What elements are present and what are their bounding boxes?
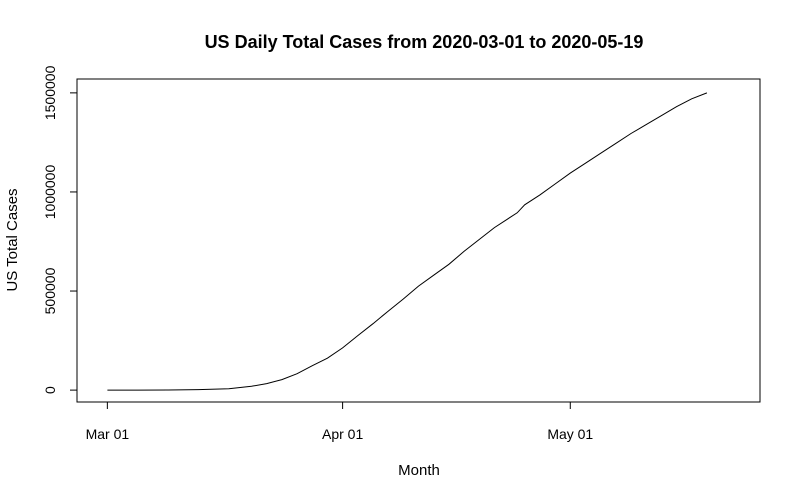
y-tick-label: 500000: [42, 267, 58, 314]
y-tick-label: 0: [42, 386, 58, 394]
y-tick-label: 1000000: [42, 165, 58, 220]
plot-frame: [76, 78, 761, 403]
x-tick-label: Apr 01: [322, 426, 363, 442]
x-axis: Mar 01 Apr 01 May 01: [86, 402, 593, 442]
y-tick-label: 1500000: [42, 65, 58, 120]
x-axis-label: Month: [398, 462, 440, 479]
chart-title: US Daily Total Cases from 2020-03-01 to …: [205, 32, 644, 52]
x-tick-label: Mar 01: [86, 426, 130, 442]
y-axis-label: US Total Cases: [4, 188, 21, 291]
x-tick-label: May 01: [547, 426, 593, 442]
series-line: [107, 92, 708, 391]
y-axis: 0 500000 1000000 1500000: [42, 65, 77, 394]
